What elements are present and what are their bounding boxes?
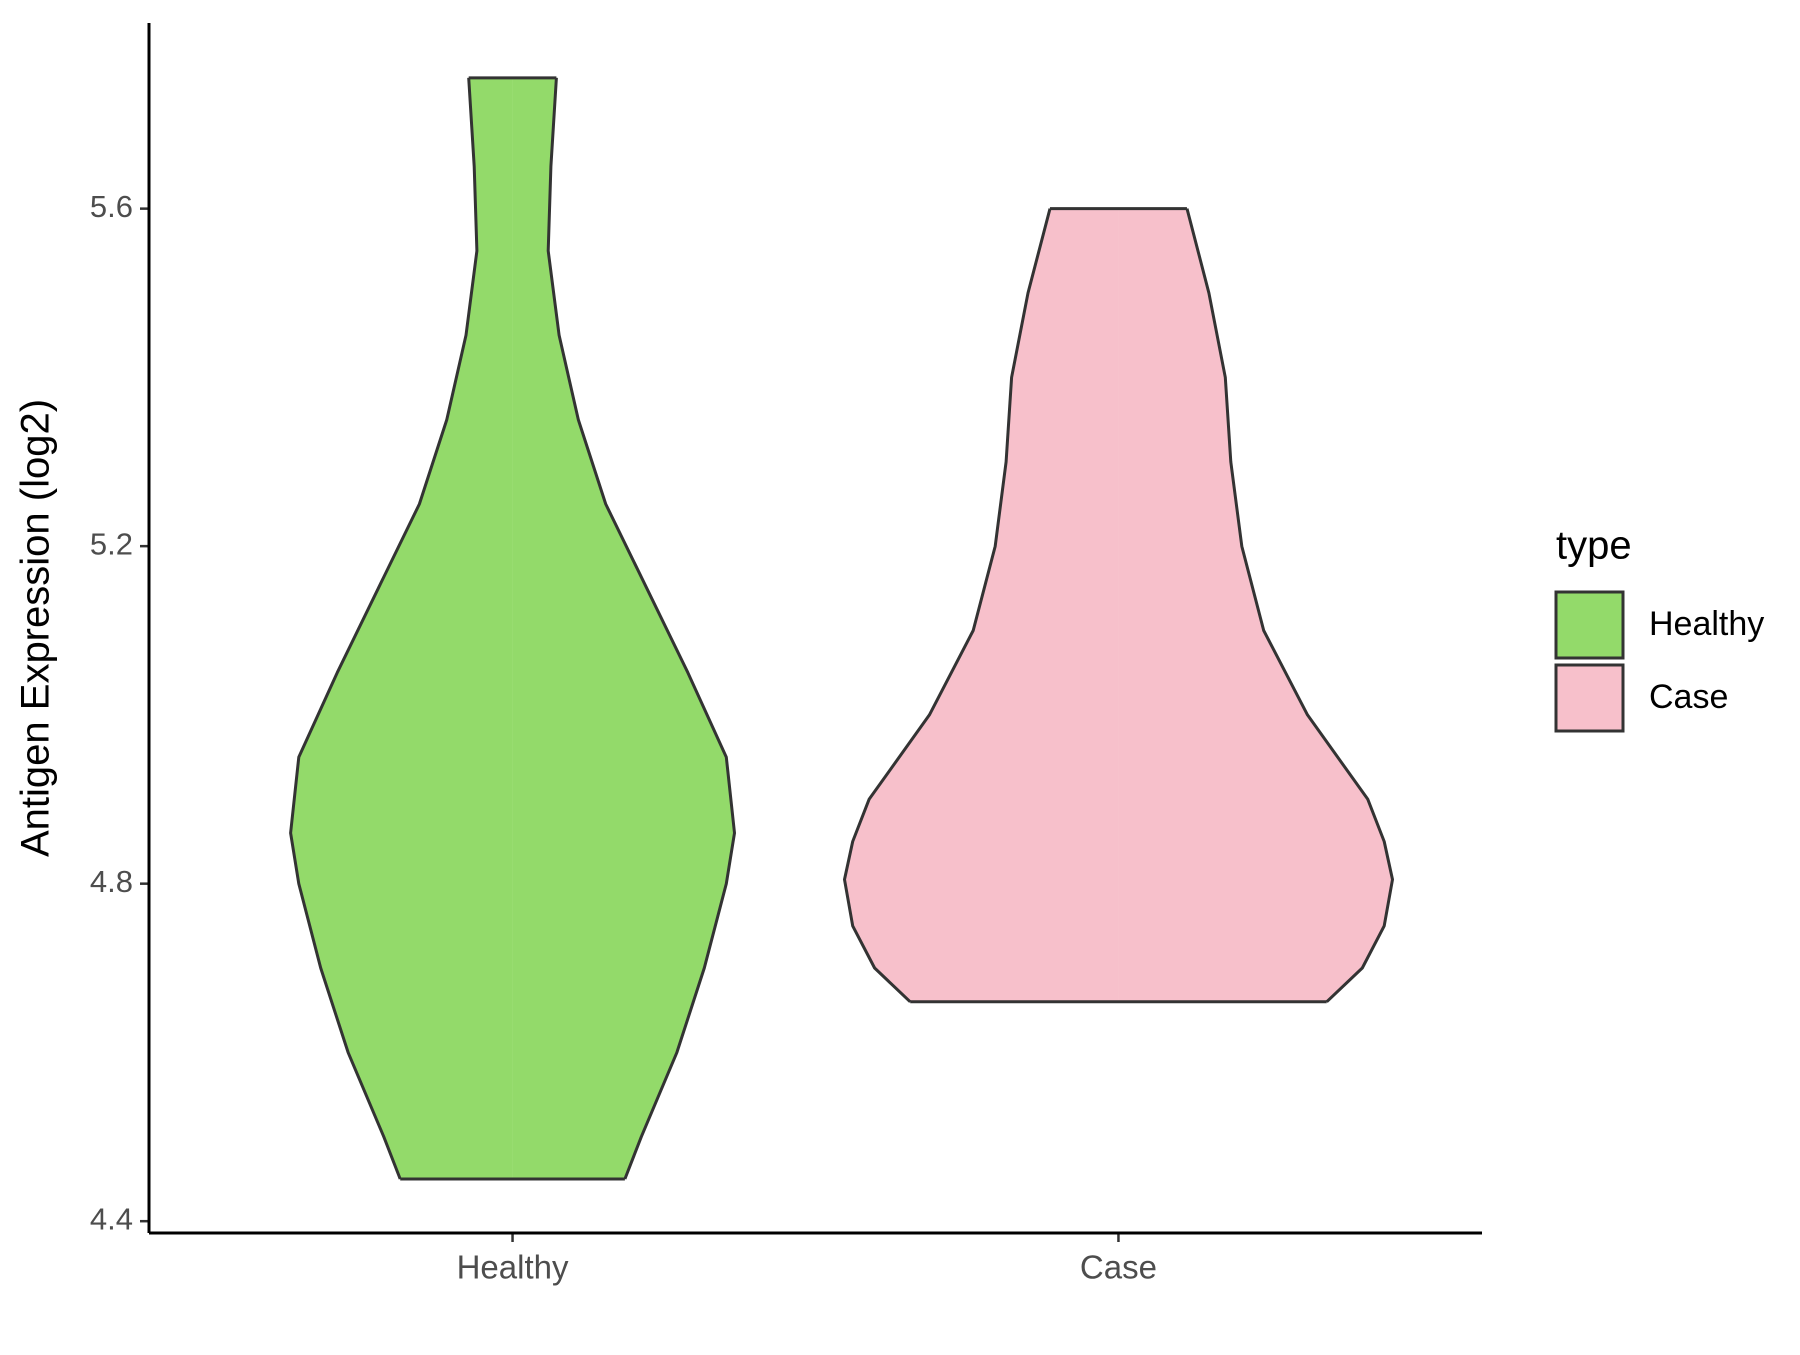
y-axis-title: Antigen Expression (log2): [14, 399, 58, 857]
violin-outline: [1185, 208, 1394, 1003]
y-tick-label: 5.6: [90, 189, 133, 224]
violin-outline: [546, 77, 736, 1180]
violin-outline: [289, 77, 479, 1180]
violin-fill: [844, 208, 1119, 1002]
violin-fill: [290, 77, 513, 1179]
violin-outline: [843, 208, 1052, 1003]
y-tick-label: 4.8: [90, 864, 133, 899]
legend-key: [1554, 590, 1625, 660]
legend-label: Healthy: [1649, 605, 1764, 643]
legend-title: type: [1556, 524, 1632, 568]
y-tick-label: 4.4: [90, 1201, 133, 1236]
legend-label: Case: [1649, 678, 1728, 716]
x-tick-label: Case: [1080, 1249, 1157, 1286]
violin-fill: [1118, 208, 1393, 1002]
violin-fill: [512, 77, 735, 1179]
legend-key: [1554, 663, 1625, 733]
x-tick-label: Healthy: [457, 1249, 569, 1286]
y-tick-label: 5.2: [90, 526, 133, 561]
